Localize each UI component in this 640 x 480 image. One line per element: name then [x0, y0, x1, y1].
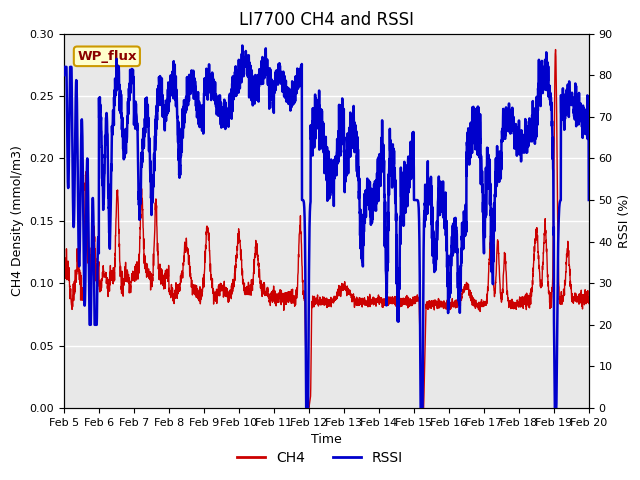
Text: WP_flux: WP_flux: [77, 50, 136, 63]
X-axis label: Time: Time: [311, 433, 342, 446]
Y-axis label: RSSI (%): RSSI (%): [618, 194, 631, 248]
Title: LI7700 CH4 and RSSI: LI7700 CH4 and RSSI: [239, 11, 414, 29]
Y-axis label: CH4 Density (mmol/m3): CH4 Density (mmol/m3): [11, 145, 24, 296]
Legend: CH4, RSSI: CH4, RSSI: [232, 445, 408, 471]
